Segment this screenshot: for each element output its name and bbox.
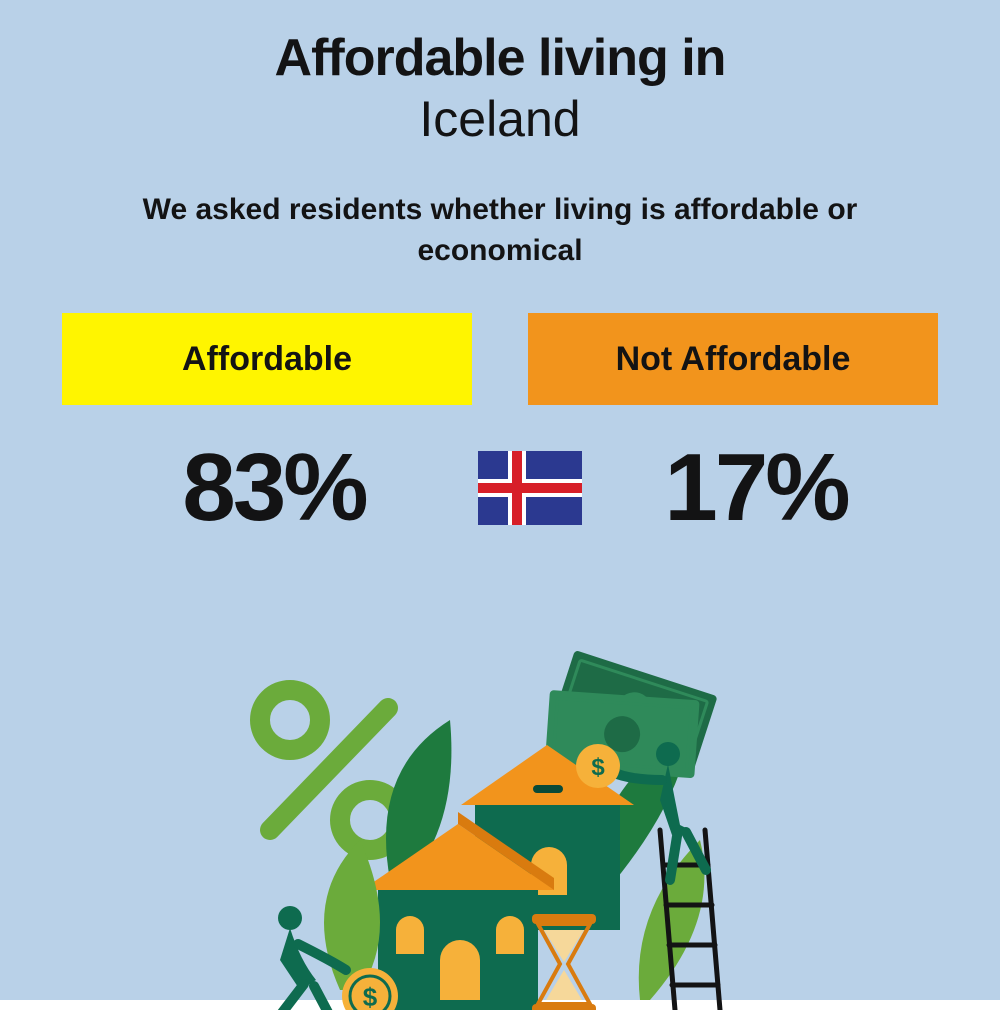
housing-illustration: $ $ (220, 630, 780, 1010)
affordable-label: Affordable (182, 340, 352, 379)
svg-text:$: $ (591, 754, 605, 781)
affordable-value: 83% (94, 433, 454, 543)
not-affordable-value: 17% (606, 433, 906, 543)
infographic-canvas: Affordable living in Iceland We asked re… (0, 0, 1000, 1000)
subtitle: We asked residents whether living is aff… (120, 190, 880, 271)
not-affordable-label-box: Not Affordable (528, 313, 938, 405)
labels-row: Affordable Not Affordable (0, 313, 1000, 405)
title-line2: Iceland (0, 90, 1000, 148)
svg-text:$: $ (363, 982, 378, 1010)
iceland-flag-icon (478, 451, 582, 525)
title-block: Affordable living in Iceland (0, 0, 1000, 148)
not-affordable-label: Not Affordable (616, 340, 851, 379)
affordable-label-box: Affordable (62, 313, 472, 405)
values-row: 83% 17% (0, 433, 1000, 543)
title-line1: Affordable living in (0, 28, 1000, 88)
